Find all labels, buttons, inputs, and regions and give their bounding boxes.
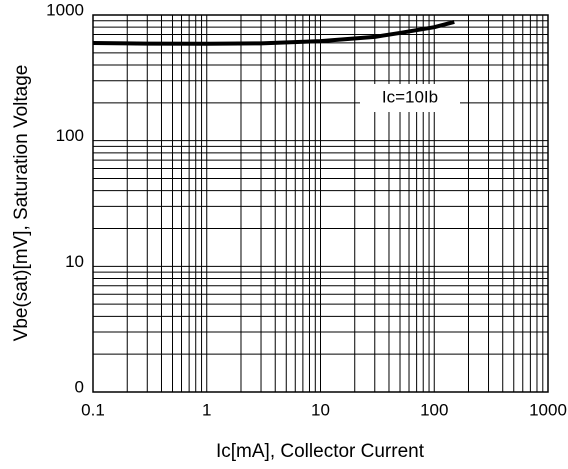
data-line [92,20,455,46]
y-tick-label: 100 [56,126,84,145]
x-tick-label: 100 [420,400,448,419]
x-tick-label: 1000 [529,400,567,419]
y-tick-label: 10 [65,252,84,271]
y-tick-label: 0 [75,377,84,396]
x-tick-label: 10 [311,400,330,419]
y-axis-label: Vbe(sat)[mV], Saturation Voltage [11,65,32,342]
x-tick-label: 1 [202,400,211,419]
x-tick-label: 0.1 [81,400,105,419]
y-tick-label: 1000 [46,0,84,19]
annotation-box [360,84,460,112]
annotation: Ic=10Ib [382,87,438,106]
plot-frame [92,14,549,393]
x-axis-label: Ic[mA], Collector Current [216,441,425,462]
